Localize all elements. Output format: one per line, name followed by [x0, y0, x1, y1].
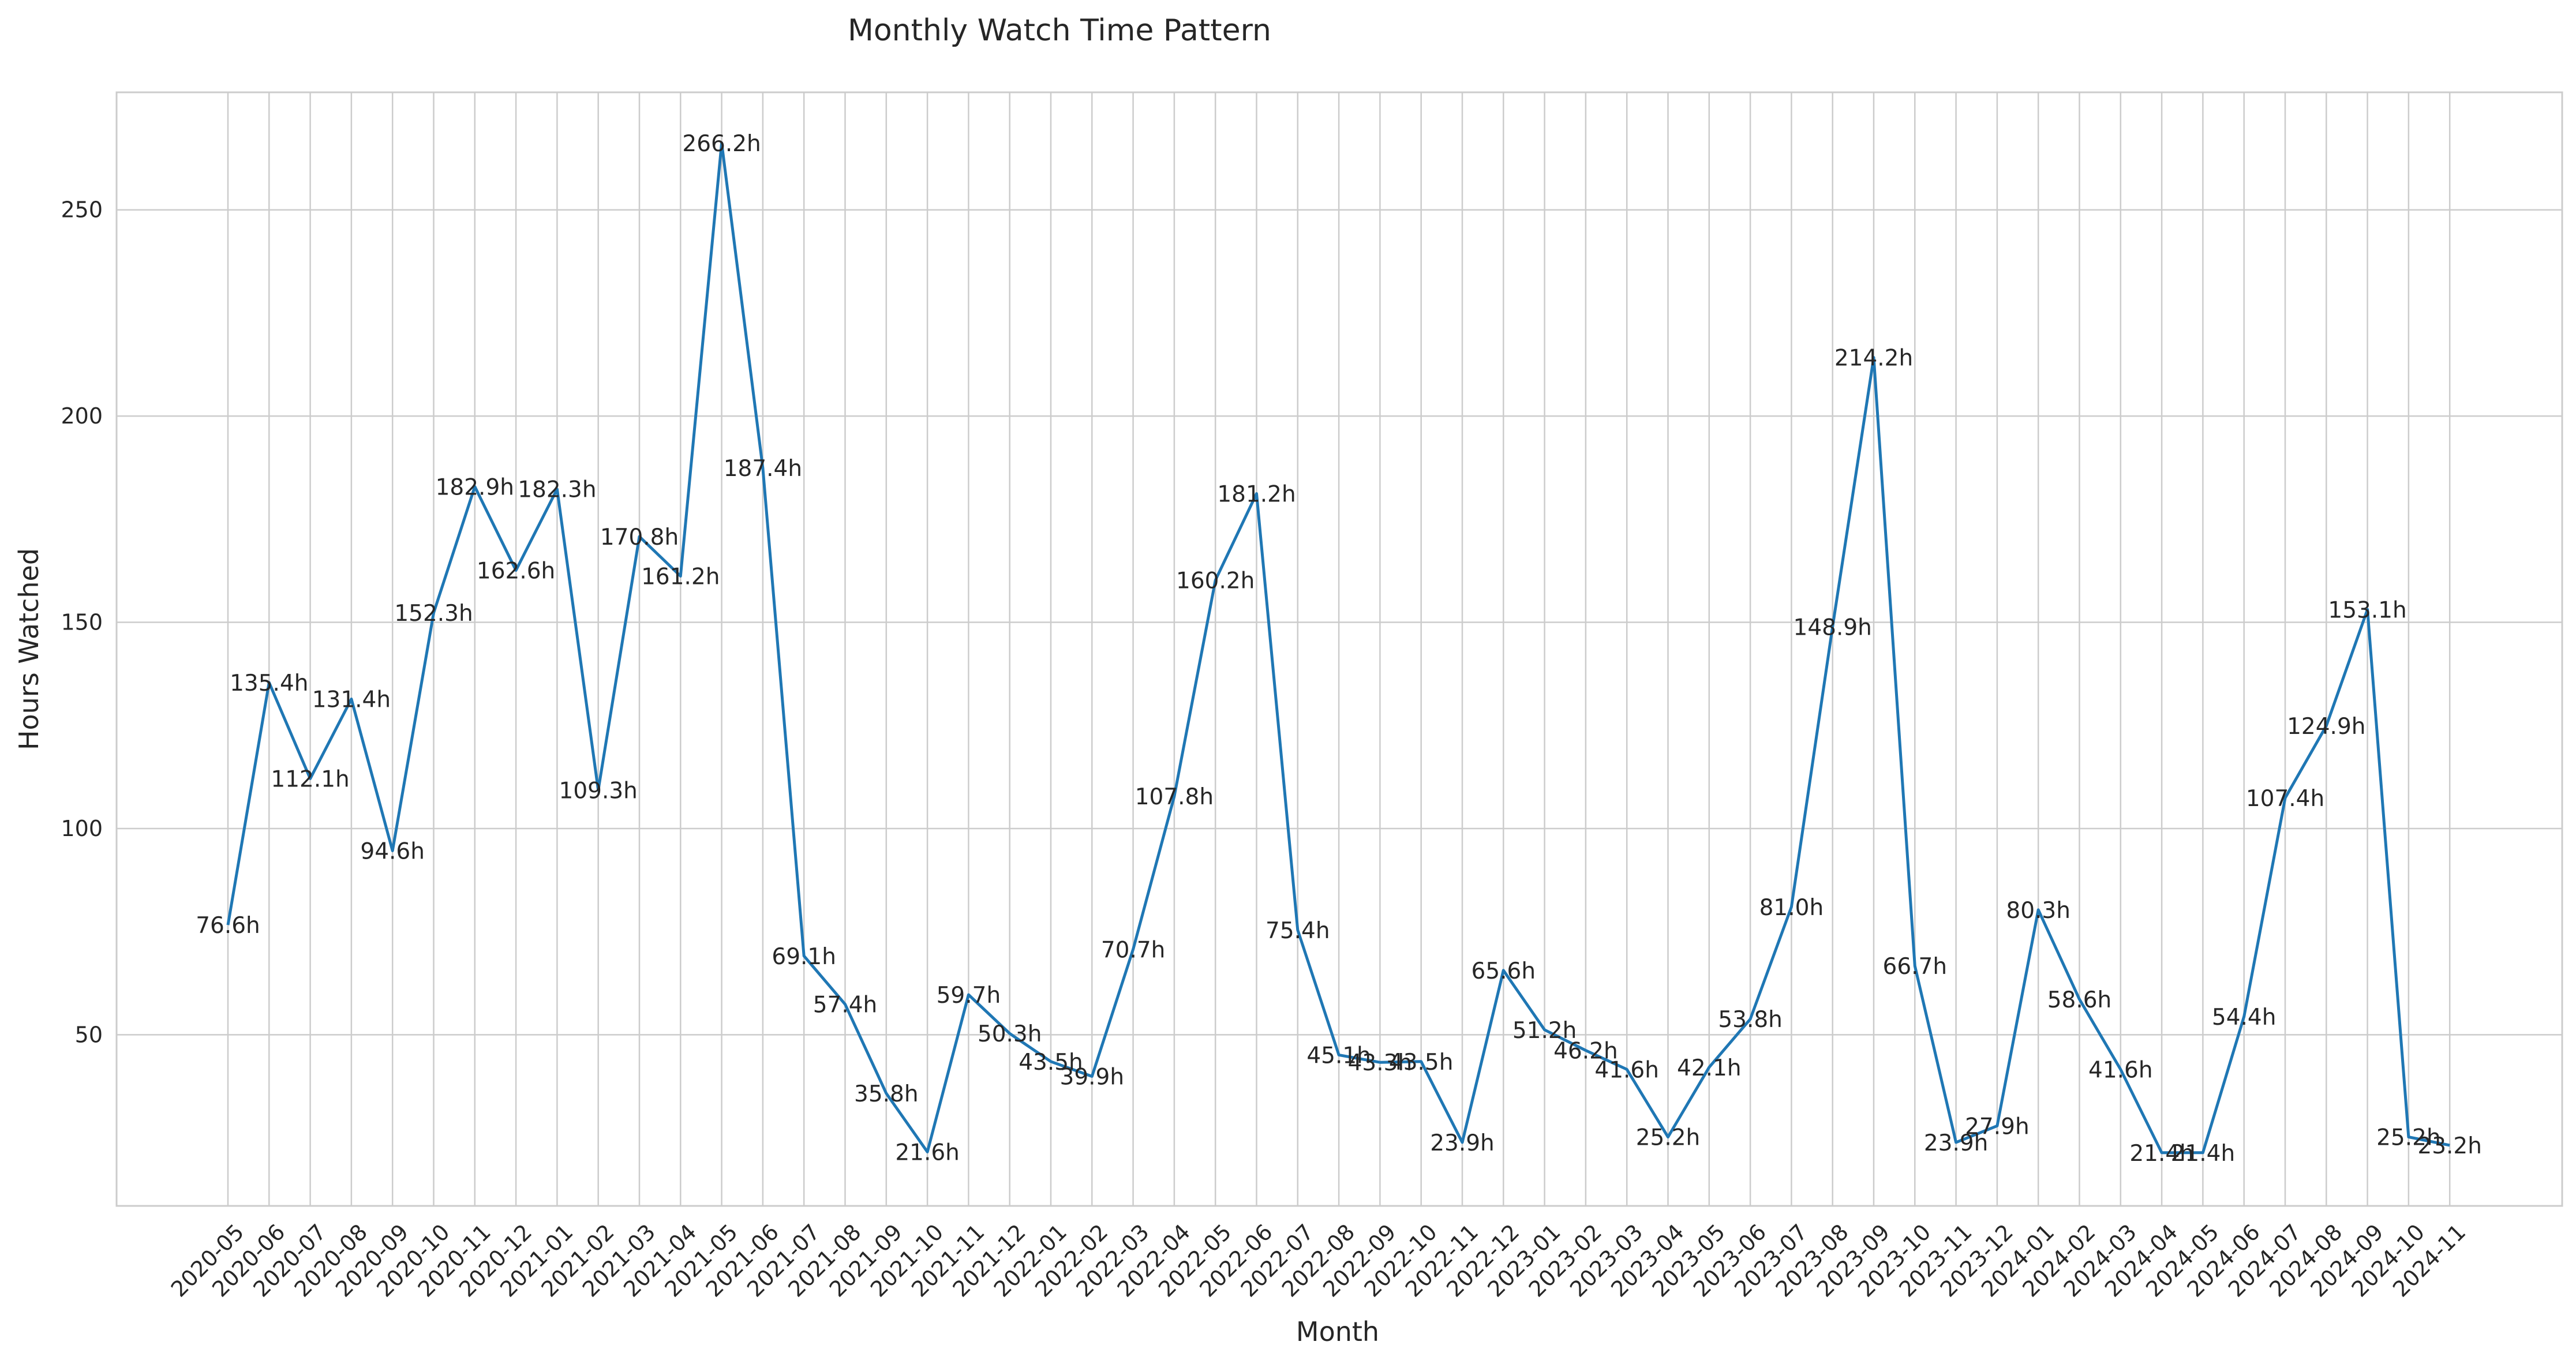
data-label: 81.0h [1759, 895, 1824, 921]
data-label: 41.6h [1594, 1057, 1659, 1083]
data-label: 58.6h [2047, 987, 2112, 1013]
data-label: 59.7h [937, 983, 1001, 1009]
y-tick-label: 100 [61, 816, 103, 841]
data-label: 41.6h [2088, 1057, 2153, 1083]
data-label: 182.3h [518, 477, 596, 503]
data-label: 76.6h [196, 913, 260, 939]
data-label: 131.4h [312, 687, 391, 713]
data-label: 21.6h [895, 1140, 960, 1166]
data-label: 181.2h [1217, 482, 1296, 508]
data-label: 51.2h [1512, 1018, 1577, 1044]
data-label: 43.5h [1389, 1050, 1454, 1076]
data-label: 75.4h [1265, 918, 1330, 944]
data-label: 27.9h [1965, 1114, 2030, 1140]
data-label: 53.8h [1718, 1007, 1783, 1033]
data-label: 43.3h [1348, 1050, 1413, 1076]
data-label: 124.9h [2287, 714, 2365, 740]
plot-frame [115, 91, 2563, 1207]
data-label: 21.4h [2171, 1141, 2236, 1167]
data-label: 214.2h [1834, 346, 1913, 372]
data-label: 50.3h [978, 1021, 1042, 1047]
data-label: 23.9h [1430, 1130, 1495, 1156]
data-label: 107.4h [2246, 786, 2324, 812]
y-tick-labels: 50 100 150 200 250 [61, 197, 103, 1048]
y-tick-label: 200 [61, 403, 103, 429]
data-label: 152.3h [394, 601, 473, 627]
data-label: 65.6h [1472, 958, 1536, 984]
data-label: 54.4h [2212, 1005, 2277, 1031]
x-tick-labels: 2020-052020-062020-072020-082020-092020-… [166, 1219, 2471, 1302]
data-label: 23.9h [1924, 1130, 1989, 1156]
y-axis-label: Hours Watched [13, 548, 44, 750]
data-label: 25.2h [2376, 1125, 2441, 1151]
data-label: 70.7h [1101, 937, 1166, 963]
data-labels: 76.6h 135.4h 112.1h 131.4h 94.6h 152.3h 182.9h… [196, 131, 2482, 1167]
data-label: 182.9h [436, 474, 514, 500]
data-label: 160.2h [1176, 568, 1255, 594]
data-label: 43.5h [1019, 1050, 1083, 1076]
data-label: 135.4h [230, 670, 308, 696]
data-label: 35.8h [854, 1081, 919, 1107]
data-label: 187.4h [724, 456, 802, 482]
data-label: 39.9h [1060, 1065, 1125, 1091]
data-label: 170.8h [600, 524, 679, 550]
y-tick-label: 150 [61, 610, 103, 635]
data-label: 148.9h [1794, 614, 1872, 640]
data-label: 266.2h [682, 131, 761, 157]
data-label: 94.6h [360, 839, 425, 865]
data-label: 42.1h [1677, 1055, 1742, 1081]
data-label: 153.1h [2328, 597, 2406, 623]
data-label: 46.2h [1553, 1039, 1618, 1065]
data-label: 66.7h [1883, 954, 1948, 980]
series-line [226, 141, 2450, 1155]
data-label: 23.2h [2417, 1133, 2482, 1159]
x-axis-label: Month [1296, 1316, 1379, 1347]
data-label: 109.3h [559, 778, 638, 804]
data-label: 161.2h [641, 564, 720, 590]
data-label: 69.1h [772, 944, 836, 970]
y-tick-label: 250 [61, 197, 103, 223]
data-label: 21.4h [2129, 1141, 2194, 1167]
grid [117, 92, 2562, 1206]
chart-title: Monthly Watch Time Pattern [848, 13, 1271, 48]
data-label: 25.2h [1636, 1125, 1701, 1151]
data-label: 57.4h [813, 992, 878, 1018]
data-label: 45.1h [1306, 1043, 1371, 1069]
data-label: 112.1h [271, 766, 349, 792]
y-tick-label: 50 [75, 1022, 103, 1047]
data-label: 162.6h [477, 558, 555, 584]
data-label: 107.8h [1135, 784, 1214, 810]
data-label: 80.3h [2006, 898, 2070, 924]
